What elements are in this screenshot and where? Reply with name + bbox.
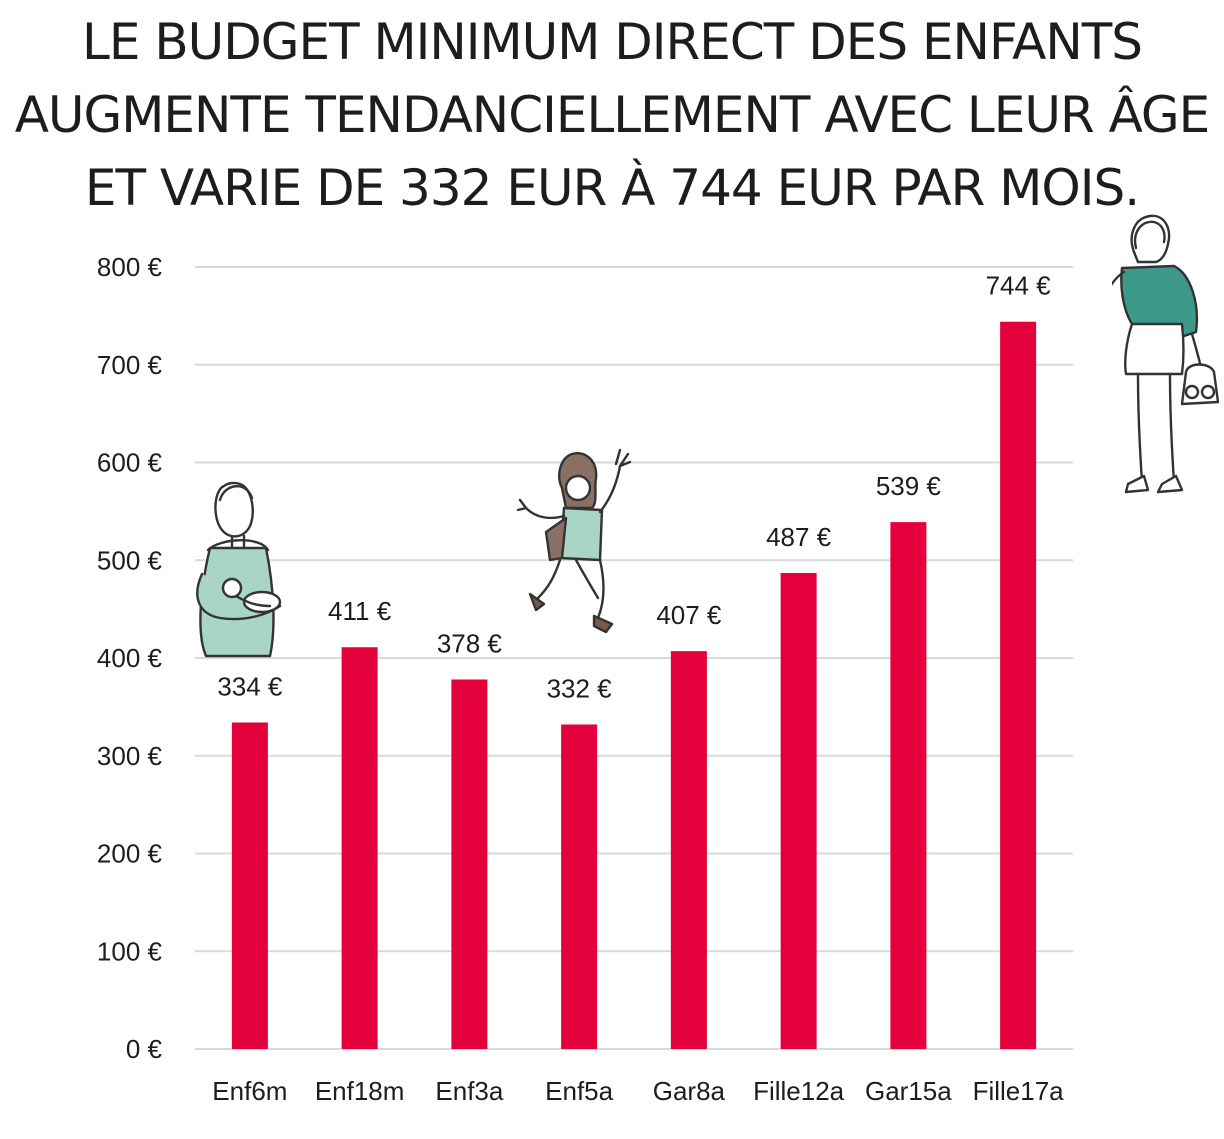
y-tick-label: 300 € bbox=[97, 741, 163, 771]
y-tick-label: 500 € bbox=[97, 545, 163, 575]
gridlines bbox=[195, 266, 1073, 1050]
chart-title-line-3: ET VARIE DE 332 EUR À 744 EUR PAR MOIS. bbox=[84, 159, 1140, 217]
bar-enf6m bbox=[231, 722, 268, 1049]
x-category-label: Enf3a bbox=[435, 1076, 503, 1106]
y-tick-label: 0 € bbox=[126, 1034, 163, 1064]
x-category-label: Enf6m bbox=[212, 1076, 287, 1106]
y-tick-label: 100 € bbox=[97, 936, 163, 966]
value-label: 539 € bbox=[876, 471, 942, 501]
bar-fille17a bbox=[1000, 321, 1037, 1049]
value-label: 744 € bbox=[986, 271, 1052, 301]
bar-fille12a bbox=[780, 572, 817, 1049]
x-category-label: Gar15a bbox=[865, 1076, 952, 1106]
y-tick-label: 600 € bbox=[97, 448, 163, 478]
y-tick-label: 700 € bbox=[97, 350, 163, 380]
value-label: 487 € bbox=[766, 522, 832, 552]
y-tick-label: 400 € bbox=[97, 643, 163, 673]
bar-gar15a bbox=[890, 522, 927, 1049]
value-label: 332 € bbox=[547, 673, 613, 703]
value-labels: 334 € 411 € 378 € 332 € 407 € 487 € 539 € 744 € bbox=[217, 271, 1051, 704]
chart-title: LE BUDGET MINIMUM DIRECT DES ENFANTS AUG… bbox=[0, 6, 1224, 225]
bars bbox=[231, 321, 1037, 1049]
bar-enf5a bbox=[561, 724, 598, 1049]
y-tick-label: 200 € bbox=[97, 839, 163, 869]
x-category-label: Enf18m bbox=[315, 1076, 405, 1106]
chart-title-line-1: LE BUDGET MINIMUM DIRECT DES ENFANTS bbox=[81, 13, 1143, 71]
value-label: 378 € bbox=[437, 629, 503, 659]
teen-girl-icon bbox=[1098, 214, 1220, 494]
jumping-girl-icon bbox=[516, 448, 632, 634]
bar-enf18m bbox=[341, 647, 378, 1049]
x-category-label: Enf5a bbox=[545, 1076, 613, 1106]
value-label: 411 € bbox=[328, 596, 392, 626]
value-label: 334 € bbox=[217, 672, 283, 702]
bar-gar8a bbox=[670, 651, 707, 1049]
x-category-label: Gar8a bbox=[653, 1076, 726, 1106]
x-category-label: Fille12a bbox=[753, 1076, 845, 1106]
y-tick-label: 800 € bbox=[97, 252, 163, 282]
x-category-label: Fille17a bbox=[973, 1076, 1065, 1106]
bar-enf3a bbox=[451, 679, 488, 1049]
x-axis-category-labels: Enf6m Enf18m Enf3a Enf5a Gar8a Fille12a Gar15a… bbox=[212, 1076, 1064, 1106]
y-axis-tick-labels: 0 € 100 € 200 € 300 € 400 € 500 € 600 € 700 € 80… bbox=[97, 252, 163, 1064]
boy-with-baby-icon bbox=[196, 481, 282, 658]
value-label: 407 € bbox=[656, 600, 722, 630]
chart-title-line-2: AUGMENTE TENDANCIELLEMENT AVEC LEUR ÂGE bbox=[14, 86, 1211, 144]
